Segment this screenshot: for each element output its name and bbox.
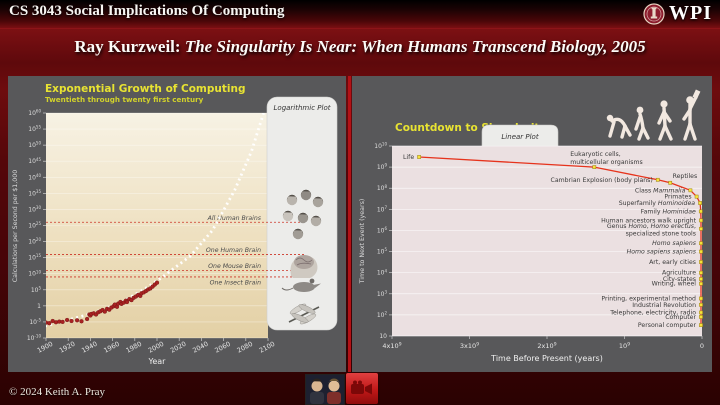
video-camera-button[interactable] <box>346 373 378 404</box>
countdown-singularity-chart-panel: Countdown to Singularity Linear Plot 1010… <box>352 76 712 372</box>
svg-text:1900: 1900 <box>36 340 54 355</box>
svg-text:Writing, wheel: Writing, wheel <box>652 281 697 288</box>
svg-text:108: 108 <box>377 184 388 192</box>
svg-text:1035: 1035 <box>28 189 41 197</box>
svg-text:109: 109 <box>377 163 388 171</box>
svg-text:4x109: 4x109 <box>382 342 401 350</box>
svg-text:102: 102 <box>377 310 388 318</box>
svg-text:Printing, experimental method: Printing, experimental method <box>601 295 696 302</box>
svg-text:1055: 1055 <box>28 125 41 133</box>
svg-text:City-states: City-states <box>663 276 696 283</box>
svg-text:Eukaryotic cells,: Eukaryotic cells, <box>570 151 620 158</box>
svg-text:specialized stone tools: specialized stone tools <box>626 230 696 237</box>
exponential-growth-chart: Exponential Growth of ComputingTwentieth… <box>12 83 338 366</box>
svg-text:Life: Life <box>403 154 414 161</box>
svg-text:Time to Next Event (years): Time to Next Event (years) <box>359 199 366 285</box>
svg-text:2020: 2020 <box>169 340 187 355</box>
svg-text:1045: 1045 <box>28 157 41 165</box>
svg-text:1060: 1060 <box>28 109 41 117</box>
svg-text:Reptiles: Reptiles <box>673 173 698 180</box>
svg-text:1050: 1050 <box>28 141 41 149</box>
svg-text:103: 103 <box>377 289 388 297</box>
svg-text:Exponential Growth of Computin: Exponential Growth of Computing <box>45 83 245 95</box>
svg-text:109: 109 <box>619 342 630 350</box>
svg-text:10: 10 <box>379 333 387 340</box>
svg-text:Linear Plot: Linear Plot <box>501 133 538 141</box>
wpi-seal-icon <box>643 2 665 25</box>
svg-text:2080: 2080 <box>236 340 254 355</box>
svg-text:2040: 2040 <box>191 340 209 355</box>
svg-text:2000: 2000 <box>147 340 165 355</box>
svg-text:1020: 1020 <box>28 237 41 245</box>
svg-text:105: 105 <box>377 247 388 255</box>
wpi-logo-text: WPI <box>669 2 712 24</box>
svg-text:10-10: 10-10 <box>27 334 42 342</box>
svg-text:105: 105 <box>31 285 42 293</box>
svg-text:Telephone, electricity, radio: Telephone, electricity, radio <box>609 309 696 316</box>
svg-text:1040: 1040 <box>28 173 41 181</box>
svg-text:1010: 1010 <box>374 142 387 150</box>
svg-text:Cambrian Explosion (body plans: Cambrian Explosion (body plans) <box>551 177 653 184</box>
svg-text:Art, early cities: Art, early cities <box>649 259 696 266</box>
slide-title-prefix: Ray Kurzweil: <box>74 37 185 56</box>
svg-text:Year: Year <box>148 357 167 366</box>
svg-text:1025: 1025 <box>28 221 41 229</box>
slide-title: Ray Kurzweil: The Singularity Is Near: W… <box>0 37 720 57</box>
svg-text:Twentieth through twenty first: Twentieth through twenty first century <box>45 95 204 104</box>
wpi-logo: WPI <box>643 2 712 25</box>
svg-text:1920: 1920 <box>58 340 76 355</box>
svg-text:Personal computer: Personal computer <box>638 322 697 329</box>
video-camera-icon <box>351 380 372 394</box>
svg-text:2100: 2100 <box>258 340 276 355</box>
svg-text:Industrial Revolution: Industrial Revolution <box>632 302 696 309</box>
speakers-photo-icon <box>306 375 344 404</box>
svg-text:1010: 1010 <box>28 269 41 277</box>
svg-text:Primates: Primates <box>664 194 691 201</box>
copyright-text: © 2024 Keith A. Pray <box>9 386 106 398</box>
svg-text:Logarithmic Plot: Logarithmic Plot <box>274 104 331 112</box>
exponential-growth-chart-panel: Exponential Growth of Computing Twentieth… <box>8 76 346 372</box>
svg-text:Superfamily Hominoidea: Superfamily Hominoidea <box>619 200 696 207</box>
svg-text:2x109: 2x109 <box>537 342 556 350</box>
svg-text:3x109: 3x109 <box>460 342 479 350</box>
svg-text:107: 107 <box>377 205 388 213</box>
svg-text:One Mouse Brain: One Mouse Brain <box>208 263 261 270</box>
svg-text:1940: 1940 <box>80 340 98 355</box>
slide-title-book: The Singularity Is Near: When Humans Tra… <box>184 37 646 56</box>
svg-text:Human ancestors walk upright: Human ancestors walk upright <box>601 217 696 224</box>
svg-text:106: 106 <box>377 226 388 234</box>
svg-text:2060: 2060 <box>213 340 231 355</box>
svg-text:One Insect Brain: One Insect Brain <box>210 278 261 286</box>
svg-text:All Human Brains: All Human Brains <box>207 215 262 222</box>
svg-text:Calculations per Second per $1: Calculations per Second per $1,000 <box>12 170 19 283</box>
svg-text:1015: 1015 <box>28 253 41 261</box>
speakers-thumbnail[interactable] <box>305 374 345 405</box>
svg-text:Homo sapiens: Homo sapiens <box>652 240 697 247</box>
svg-text:multicellular organisms: multicellular organisms <box>570 159 642 166</box>
svg-text:Time Before Present (years): Time Before Present (years) <box>490 354 603 363</box>
svg-text:0: 0 <box>700 342 704 350</box>
svg-text:Homo sapiens sapiens: Homo sapiens sapiens <box>627 249 697 256</box>
svg-text:Genus Homo, Homo erectus,: Genus Homo, Homo erectus, <box>607 222 696 230</box>
svg-text:1980: 1980 <box>125 340 143 355</box>
svg-text:Computer: Computer <box>665 314 696 321</box>
svg-text:Family Hominidae: Family Hominidae <box>641 208 696 215</box>
svg-text:1: 1 <box>37 303 41 310</box>
panel-divider <box>348 76 351 372</box>
svg-text:10-5: 10-5 <box>29 318 41 326</box>
svg-text:Class Mammalia: Class Mammalia <box>635 187 686 194</box>
slide-body: Ray Kurzweil: The Singularity Is Near: W… <box>0 29 720 405</box>
svg-text:One Human Brain: One Human Brain <box>206 247 261 254</box>
svg-text:1960: 1960 <box>102 340 120 355</box>
header-bar: CS 3043 Social Implications Of Computing… <box>0 0 720 29</box>
svg-text:Agriculture: Agriculture <box>662 270 696 277</box>
course-title: CS 3043 Social Implications Of Computing <box>9 3 285 19</box>
svg-text:104: 104 <box>377 268 388 276</box>
svg-text:1030: 1030 <box>28 205 41 213</box>
